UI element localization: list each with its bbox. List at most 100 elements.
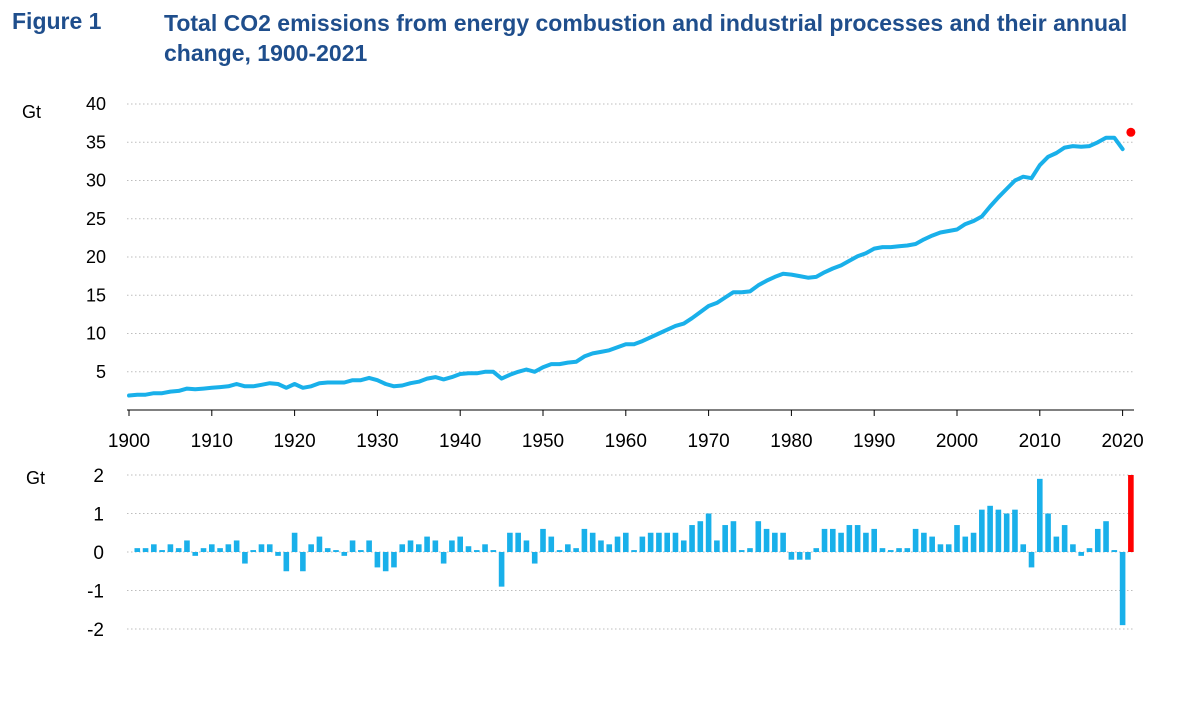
annual-change-bar [432, 540, 439, 552]
annual-change-bar [399, 544, 406, 552]
annual-change-bar [987, 505, 993, 552]
annual-change-bar [1111, 550, 1118, 552]
top-y-tick-label: 40 [86, 94, 106, 114]
annual-change-bar [722, 525, 728, 552]
annual-change-bar [1119, 552, 1126, 626]
annual-change-bar [863, 532, 869, 552]
annual-change-bar [233, 540, 240, 552]
annual-change-bar [979, 509, 985, 552]
annual-change-bar [200, 548, 207, 552]
annual-change-bar [300, 552, 306, 572]
annual-change-bar [440, 552, 447, 564]
annual-change-bar [763, 528, 770, 552]
annual-change-bar [1078, 552, 1084, 556]
annual-change-bar [217, 548, 223, 552]
emissions-2021-point [1126, 127, 1136, 137]
top-y-tick-label: 5 [96, 362, 106, 382]
annual-change-bar [1028, 552, 1035, 568]
annual-change-bar [349, 540, 356, 552]
annual-change-bar [887, 550, 894, 552]
annual-change-bar [540, 528, 546, 552]
annual-change-bar [813, 548, 820, 552]
bottom-y-tick-label: -1 [87, 582, 104, 603]
annual-change-bar [1020, 544, 1027, 552]
annual-change-bar [879, 548, 886, 552]
annual-change-bar [854, 525, 861, 552]
annual-change-bar [581, 528, 588, 552]
top-x-tick-label: 1900 [108, 431, 150, 452]
annual-change-bar [556, 550, 563, 552]
bottom-y-tick-label: 2 [93, 466, 104, 487]
annual-change-bar [134, 548, 141, 552]
annual-change-bar [912, 528, 919, 552]
top-y-tick-label: 15 [86, 285, 106, 305]
annual-change-bar [548, 536, 555, 552]
annual-change-bar [515, 532, 521, 552]
annual-change-bar [258, 544, 265, 552]
top-y-tick-label: 30 [86, 171, 106, 191]
top-x-tick-label: 1910 [191, 431, 233, 452]
annual-change-bars [134, 475, 1134, 626]
annual-change-bar [689, 525, 695, 552]
top-x-tick-label: 1920 [273, 431, 315, 452]
annual-change-bar [755, 521, 762, 552]
annual-change-bar [333, 550, 339, 552]
top-y-tick-label: 25 [86, 209, 106, 229]
annual-change-bar [962, 536, 969, 552]
annual-change-bar [714, 540, 720, 552]
annual-change-bar [606, 544, 613, 552]
annual-change-bar [780, 532, 786, 552]
annual-change-bar [225, 544, 232, 552]
top-grid [127, 103, 1134, 373]
annual-change-bar [954, 525, 960, 552]
annual-change-bar [623, 532, 629, 552]
annual-change-bar [772, 532, 778, 552]
bottom-y-tick-labels: -2 -1 0 1 2 [87, 466, 104, 641]
annual-change-bar [324, 548, 331, 552]
annual-change-bar [573, 548, 579, 552]
annual-change-bar [1012, 509, 1018, 552]
annual-change-bar [838, 532, 844, 552]
top-y-tick-labels: 5 10 15 20 25 30 35 40 [86, 94, 106, 382]
annual-change-bar [805, 552, 811, 560]
top-x-tick-label: 2020 [1101, 431, 1143, 452]
annual-change-bar [565, 544, 571, 552]
annual-change-bar [308, 544, 314, 552]
annual-change-bar [846, 525, 853, 552]
top-x-tick-label: 1940 [439, 431, 481, 452]
annual-change-bar [788, 552, 795, 560]
annual-change-bar [614, 536, 621, 552]
annual-change-bar [705, 513, 712, 552]
annual-change-bar [151, 544, 157, 552]
top-y-tick-label: 10 [86, 324, 106, 344]
annual-change-bar [192, 552, 199, 556]
annual-change-bar [937, 544, 944, 552]
annual-change-bar [175, 548, 182, 552]
top-x-tick-label: 1990 [853, 431, 895, 452]
annual-change-bar [871, 528, 877, 552]
annual-change-bar [656, 532, 662, 552]
annual-change-bar [639, 536, 646, 552]
annual-change-bar [250, 550, 256, 552]
annual-change-bar [697, 521, 704, 552]
annual-change-bar [631, 550, 637, 552]
annual-change-bar [473, 550, 480, 552]
annual-change-bar [904, 548, 911, 552]
annual-change-bar [391, 552, 397, 568]
annual-change-bar [275, 552, 281, 556]
top-x-tick-label: 1950 [522, 431, 564, 452]
annual-change-bar [738, 550, 745, 552]
annual-change-bar [523, 540, 530, 552]
top-x-tick-label: 1970 [687, 431, 729, 452]
annual-change-bar [291, 532, 298, 552]
top-y-tick-label: 35 [86, 132, 106, 152]
annual-change-bar [1045, 513, 1051, 552]
annual-change-bar [382, 552, 389, 572]
annual-change-bar [424, 536, 430, 552]
annual-change-bar [1053, 536, 1060, 552]
annual-change-bar [457, 536, 463, 552]
figure-label: Figure 1 [12, 8, 102, 34]
bottom-y-tick-label: -2 [87, 620, 104, 641]
annual-change-bar [598, 540, 604, 552]
annual-change-bar [358, 550, 364, 552]
